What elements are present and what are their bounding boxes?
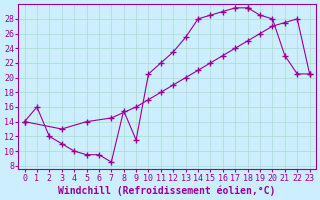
X-axis label: Windchill (Refroidissement éolien,°C): Windchill (Refroidissement éolien,°C)	[58, 185, 276, 196]
